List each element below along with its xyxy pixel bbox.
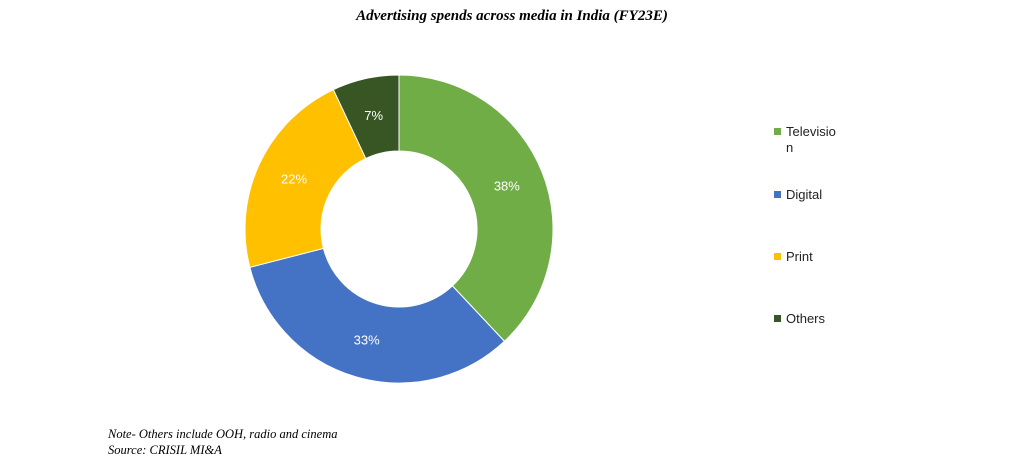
legend-item-digital: Digital bbox=[774, 187, 864, 203]
legend-item-television: Televisio n bbox=[774, 124, 864, 164]
slice-label-print: 22% bbox=[281, 172, 307, 187]
slice-digital bbox=[249, 247, 506, 384]
legend-label-digital: Digital bbox=[786, 187, 823, 202]
slice-print bbox=[244, 88, 367, 268]
notes: Note- Others include OOH, radio and cine… bbox=[108, 426, 337, 458]
chart-title: Advertising spends across media in India… bbox=[356, 8, 668, 24]
legend: Televisio n Digital Print Others bbox=[774, 124, 864, 327]
legend-label-television: Televisio n bbox=[786, 124, 836, 155]
legend-swatch-print bbox=[774, 253, 781, 260]
legend-label-print: Print bbox=[786, 249, 813, 264]
legend-label-others: Others bbox=[786, 311, 826, 326]
slice-label-television: 38% bbox=[494, 178, 520, 193]
legend-swatch-others bbox=[774, 315, 781, 322]
note-text: Note- Others include OOH, radio and cine… bbox=[108, 427, 338, 441]
source-text: Source: CRISIL MI&A bbox=[108, 443, 222, 457]
legend-item-others: Others bbox=[774, 311, 864, 327]
slice-label-digital: 33% bbox=[354, 332, 380, 347]
slice-others bbox=[332, 74, 400, 160]
legend-swatch-digital bbox=[774, 191, 781, 198]
slice-label-others: 7% bbox=[364, 108, 383, 123]
legend-swatch-television bbox=[774, 128, 781, 135]
legend-item-print: Print bbox=[774, 249, 864, 265]
slice-television bbox=[398, 74, 554, 342]
